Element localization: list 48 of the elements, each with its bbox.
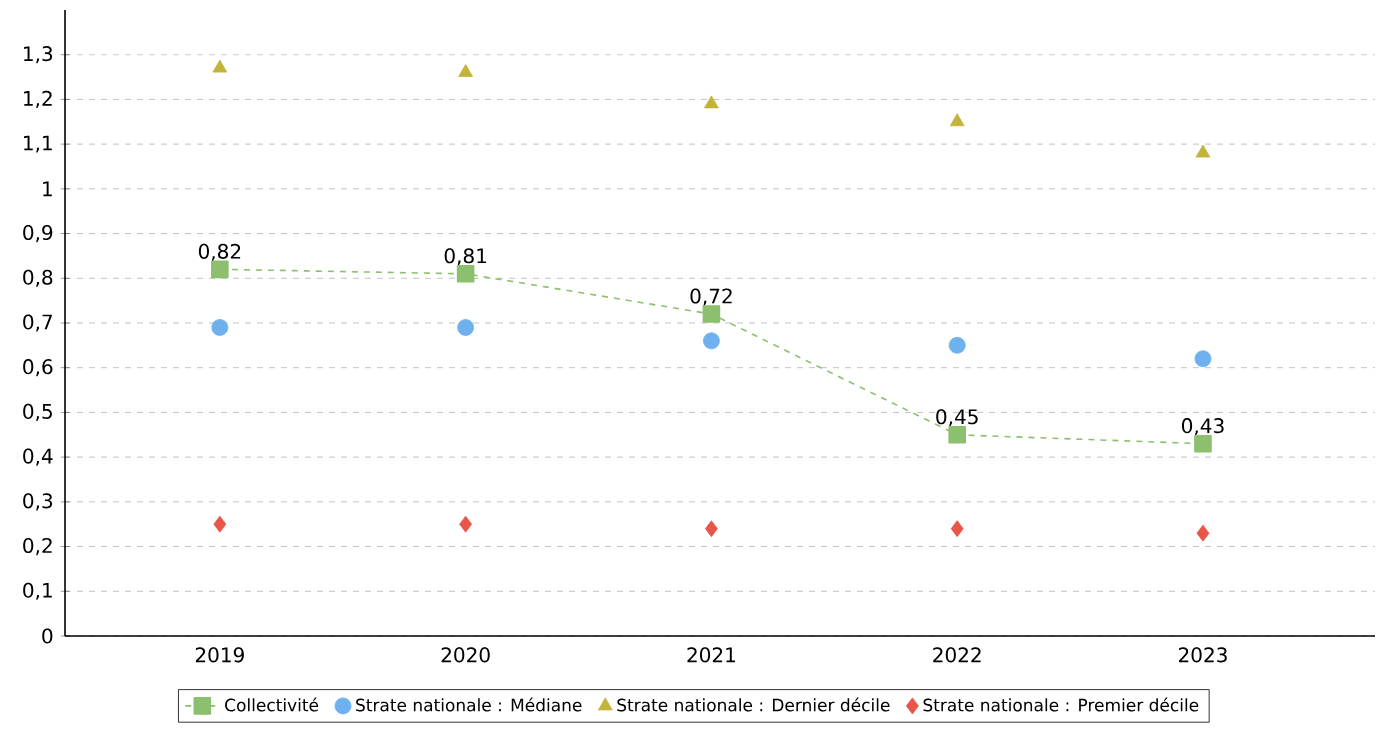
y-tick-label: 0,9 (23, 224, 53, 243)
y-tick-label: 0 (42, 628, 53, 644)
x-tick-label: 2022 (933, 647, 981, 663)
y-tick-label: 0,1 (23, 582, 52, 600)
data-label: 0,45 (936, 409, 978, 427)
y-tick-label: 0,3 (23, 493, 53, 511)
point (459, 515, 473, 533)
y-tick-label: 0,6 (23, 359, 53, 377)
point (458, 64, 473, 77)
y-tick-label: 0,7 (23, 314, 52, 332)
y-tick-label: 1,1 (24, 135, 52, 153)
point (704, 95, 719, 109)
point (702, 305, 721, 323)
y-tick-label: 1,3 (24, 46, 53, 64)
point (1194, 350, 1212, 368)
point (948, 425, 966, 444)
y-tick-label: 0,2 (23, 537, 52, 556)
data-label: 0,43 (1182, 418, 1224, 436)
legend-label: Strate nationale : Médiane (356, 697, 582, 712)
y-tick-label: 1 (43, 181, 52, 197)
y-tick-label: 0,8 (23, 269, 53, 287)
point (705, 520, 718, 538)
point (950, 520, 964, 538)
x-tick-label: 2019 (195, 647, 244, 663)
point (1196, 524, 1210, 542)
point (213, 515, 227, 533)
point (1195, 144, 1211, 158)
data-label: 0,81 (444, 248, 487, 266)
x-tick-label: 2021 (687, 647, 735, 663)
x-tick-label: 2020 (441, 647, 490, 663)
legend-label: Collectivité (225, 697, 319, 712)
point (212, 59, 228, 73)
point (949, 113, 965, 127)
y-tick-label: 0,5 (23, 403, 52, 421)
point (457, 319, 475, 336)
point (703, 332, 720, 350)
data-label: 0,82 (198, 243, 241, 261)
point (948, 336, 966, 354)
y-tick-label: 0,4 (23, 448, 53, 466)
y-tick-label: 1,2 (24, 90, 52, 108)
legend-label: Strate nationale : Dernier décile (617, 697, 890, 712)
point (1194, 434, 1212, 453)
legend-label: Strate nationale : Premier décile (923, 697, 1199, 712)
point (211, 260, 229, 279)
data-label: 0,72 (690, 288, 732, 306)
x-tick-label: 2023 (1178, 647, 1227, 663)
point (211, 319, 229, 336)
point (456, 265, 475, 283)
